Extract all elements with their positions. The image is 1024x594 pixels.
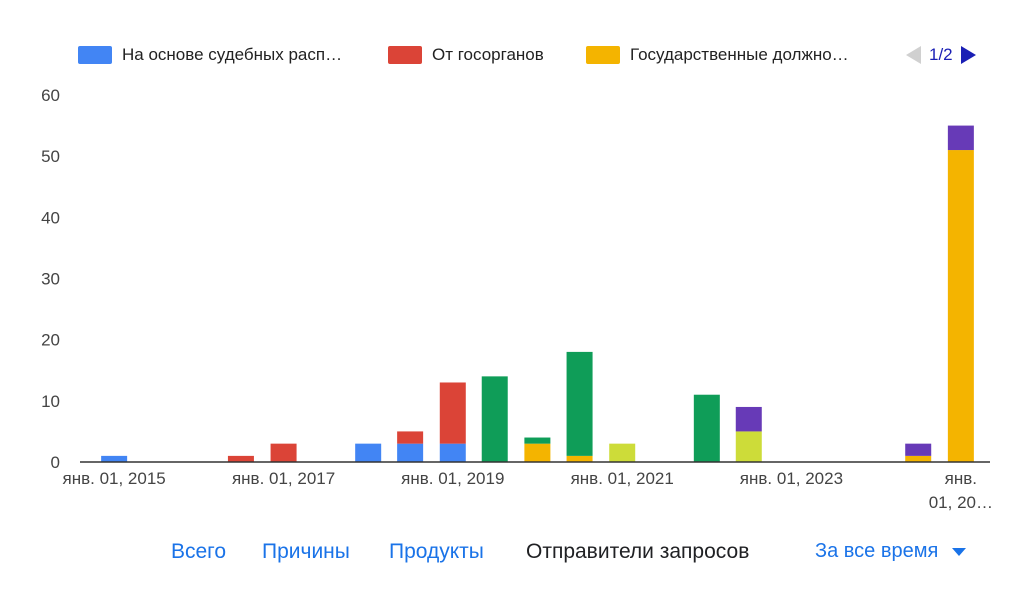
bar-segment[interactable] xyxy=(101,455,128,462)
legend-page-indicator: 1/2 xyxy=(929,45,953,64)
x-axis: янв. 01, 2015 янв. 01, 2017 янв. 01, 2019 я… xyxy=(63,469,993,512)
legend-item-officials[interactable]: Государственные должно… xyxy=(586,43,849,67)
y-tick-label: 20 xyxy=(41,331,60,350)
tab-total[interactable]: Всего xyxy=(171,540,227,563)
bar-segment[interactable] xyxy=(355,443,382,462)
bar-segment[interactable] xyxy=(524,443,551,462)
legend-swatch-government xyxy=(388,46,422,64)
x-tick-label: янв. 01, 2015 xyxy=(63,469,166,488)
legend-label-government: От госорганов xyxy=(432,45,544,64)
bar-segment[interactable] xyxy=(397,431,424,444)
bar-segment[interactable] xyxy=(566,351,593,456)
bar-segment[interactable] xyxy=(227,455,254,462)
chart-legend: На основе судебных расп… От госорганов Г… xyxy=(78,43,998,67)
bar-segment[interactable] xyxy=(397,443,424,462)
bar-segment[interactable] xyxy=(905,455,932,462)
y-tick-label: 10 xyxy=(41,392,60,411)
view-tabs: Всего Причины Продукты Отправители запро… xyxy=(0,540,1024,572)
y-axis: 0 10 20 30 40 50 60 xyxy=(41,86,60,472)
y-tick-label: 30 xyxy=(41,270,60,289)
bar-segment[interactable] xyxy=(439,443,466,462)
x-tick-label: янв. 01, 2021 xyxy=(571,469,674,488)
legend-label-court: На основе судебных расп… xyxy=(122,45,343,64)
tab-requesters[interactable]: Отправители запросов xyxy=(526,540,750,563)
y-tick-label: 60 xyxy=(41,86,60,105)
legend-swatch-court xyxy=(78,46,112,64)
x-tick-label: янв. 01, 2023 xyxy=(740,469,843,488)
x-tick-label: янв. 01, 2017 xyxy=(232,469,335,488)
bar-segment[interactable] xyxy=(905,443,932,456)
chevron-down-icon xyxy=(952,547,967,556)
bar-segment[interactable] xyxy=(566,455,593,462)
bar-segment[interactable] xyxy=(693,394,720,462)
bar-segment[interactable] xyxy=(524,437,551,444)
tab-products[interactable]: Продукты xyxy=(389,540,484,563)
bar-segment[interactable] xyxy=(270,443,297,462)
bars xyxy=(101,125,974,463)
legend-next-icon[interactable] xyxy=(960,46,976,64)
x-tick-label: янв. 01, 20… xyxy=(929,469,993,512)
y-tick-label: 40 xyxy=(41,208,60,227)
tab-reasons[interactable]: Причины xyxy=(262,540,350,563)
legend-prev-icon[interactable] xyxy=(906,46,921,64)
legend-item-court[interactable]: На основе судебных расп… xyxy=(78,43,342,67)
y-tick-label: 50 xyxy=(41,147,60,166)
legend-item-government[interactable]: От госорганов xyxy=(388,43,544,67)
bar-segment[interactable] xyxy=(947,125,974,151)
legend-swatch-officials xyxy=(586,46,620,64)
legend-label-officials: Государственные должно… xyxy=(630,45,849,64)
bar-segment[interactable] xyxy=(735,406,762,432)
bar-segment[interactable] xyxy=(735,431,762,462)
period-label: За все время xyxy=(815,540,939,562)
bar-chart: 0 10 20 30 40 50 60 янв. 01, 2015 янв. 01, 2017… xyxy=(41,86,993,512)
x-tick-label: янв. 01, 2019 xyxy=(401,469,504,488)
legend-pager: 1/2 xyxy=(906,43,976,67)
y-tick-label: 0 xyxy=(51,453,60,472)
bar-segment[interactable] xyxy=(481,376,508,462)
bar-segment[interactable] xyxy=(439,382,466,444)
bar-segment[interactable] xyxy=(947,150,974,463)
period-dropdown[interactable]: За все время xyxy=(815,540,967,563)
bar-segment[interactable] xyxy=(609,443,636,462)
